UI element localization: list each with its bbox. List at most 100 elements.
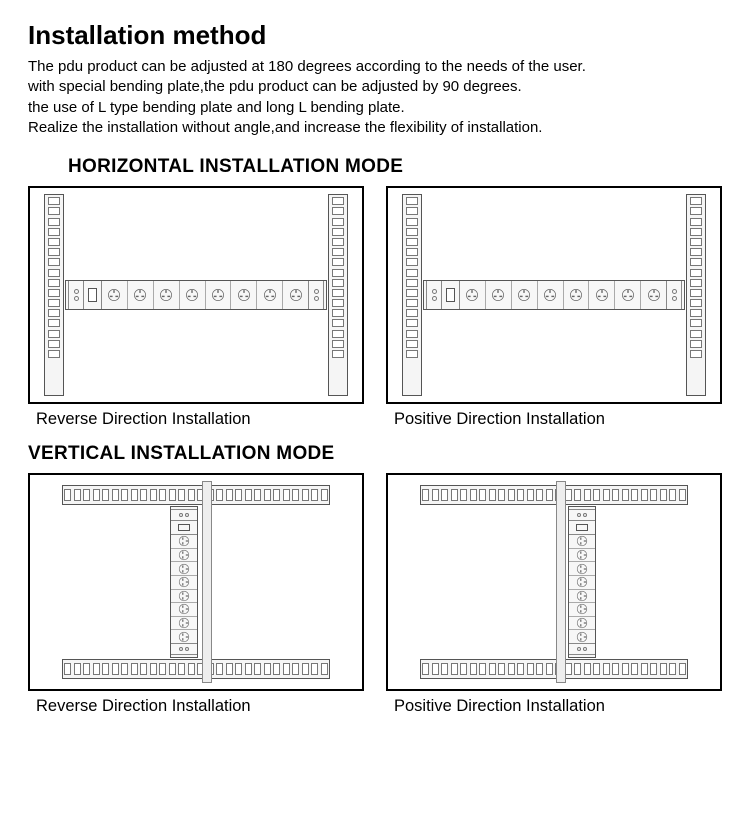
rail-slot bbox=[498, 663, 505, 675]
rail-slot bbox=[422, 663, 429, 675]
rail-slot bbox=[406, 269, 418, 277]
rail-slot bbox=[102, 489, 109, 501]
rail-slot bbox=[406, 309, 418, 317]
pdu-outlet bbox=[171, 535, 197, 549]
rail-slot bbox=[332, 207, 344, 215]
rail-slot bbox=[406, 258, 418, 266]
outlet-icon bbox=[621, 286, 635, 304]
outlet-icon bbox=[574, 576, 590, 588]
rail-slot bbox=[622, 663, 629, 675]
rail-slot bbox=[83, 489, 90, 501]
rail-slot bbox=[406, 279, 418, 287]
pdu-outlet bbox=[569, 576, 595, 590]
rail-slot bbox=[131, 489, 138, 501]
rail-slot bbox=[536, 663, 543, 675]
rail-slot bbox=[690, 228, 702, 236]
pdu-strip bbox=[423, 280, 685, 310]
pdu-outlet bbox=[569, 630, 595, 643]
pdu-outlets bbox=[102, 281, 308, 309]
rail-slot bbox=[584, 489, 591, 501]
pdu-outlet bbox=[171, 590, 197, 604]
description-block: The pdu product can be adjusted at 180 d… bbox=[28, 57, 722, 138]
pdu-outlet bbox=[171, 576, 197, 590]
rail-slot bbox=[332, 289, 344, 297]
rail-slot bbox=[650, 489, 657, 501]
outlet-icon bbox=[574, 563, 590, 575]
outlet-icon bbox=[574, 603, 590, 615]
panel-caption: Reverse Direction Installation bbox=[28, 697, 364, 716]
rail-slot bbox=[311, 489, 318, 501]
pdu-endcap bbox=[171, 643, 197, 655]
horizontal-panel-positive: Positive Direction Installation bbox=[386, 186, 722, 429]
rail-slot bbox=[121, 489, 128, 501]
outlet-icon bbox=[574, 535, 590, 547]
rail-slot bbox=[150, 663, 157, 675]
rail-slot bbox=[254, 489, 261, 501]
rail-slot bbox=[48, 309, 60, 317]
rail-slot bbox=[48, 258, 60, 266]
vertical-diagram bbox=[28, 473, 364, 691]
rail-slot bbox=[48, 248, 60, 256]
pdu-endcap bbox=[666, 281, 682, 309]
rail-slot bbox=[48, 319, 60, 327]
rack-rail bbox=[420, 659, 688, 679]
outlet-icon bbox=[176, 617, 192, 629]
desc-line: with special bending plate,the pdu produ… bbox=[28, 78, 522, 95]
rail-slot bbox=[584, 663, 591, 675]
rail-slot bbox=[422, 489, 429, 501]
rail-slot bbox=[690, 269, 702, 277]
rail-slot bbox=[74, 663, 81, 675]
rail-slot bbox=[690, 197, 702, 205]
rail-slot bbox=[48, 238, 60, 246]
vertical-heading: VERTICAL INSTALLATION MODE bbox=[28, 443, 722, 465]
rack-rail bbox=[686, 194, 706, 396]
panel-caption: Positive Direction Installation bbox=[386, 697, 722, 716]
outlet-icon bbox=[176, 631, 192, 643]
rail-slot bbox=[64, 489, 71, 501]
rail-slot bbox=[690, 330, 702, 338]
rail-slot bbox=[321, 663, 328, 675]
pdu-endcap bbox=[569, 509, 595, 521]
rail-slot bbox=[527, 489, 534, 501]
rail-slot bbox=[574, 663, 581, 675]
pdu-endcap bbox=[308, 281, 324, 309]
rack-rail bbox=[402, 194, 422, 396]
pdu-outlet bbox=[512, 281, 538, 309]
rail-slot bbox=[216, 663, 223, 675]
outlet-icon bbox=[211, 286, 225, 304]
rail-slot bbox=[226, 663, 233, 675]
outlet-icon bbox=[574, 590, 590, 602]
rail-slot bbox=[112, 663, 119, 675]
rail-slot bbox=[406, 228, 418, 236]
pdu-outlet bbox=[283, 281, 308, 309]
pdu-outlet bbox=[538, 281, 564, 309]
rail-slot bbox=[406, 350, 418, 358]
rail-slot bbox=[302, 663, 309, 675]
horizontal-diagram bbox=[28, 186, 364, 404]
rail-slot bbox=[292, 489, 299, 501]
rail-slot bbox=[332, 330, 344, 338]
rail-slot bbox=[332, 258, 344, 266]
rail-slot bbox=[406, 289, 418, 297]
page-title: Installation method bbox=[28, 20, 722, 51]
rail-slot bbox=[48, 218, 60, 226]
rail-slot bbox=[406, 299, 418, 307]
rail-slot bbox=[332, 340, 344, 348]
outlet-icon bbox=[176, 535, 192, 547]
rail-slot bbox=[332, 350, 344, 358]
outlet-icon bbox=[107, 286, 121, 304]
rail-slot bbox=[441, 489, 448, 501]
pdu-outlet bbox=[460, 281, 486, 309]
rack-rail bbox=[62, 659, 330, 679]
rail-slot bbox=[48, 340, 60, 348]
rail-slot bbox=[332, 218, 344, 226]
rail-slot bbox=[406, 248, 418, 256]
pdu-outlet bbox=[569, 603, 595, 617]
pdu-outlet bbox=[569, 590, 595, 604]
rail-slot bbox=[48, 228, 60, 236]
pdu-endcap bbox=[68, 281, 84, 309]
rail-slot bbox=[302, 489, 309, 501]
rail-slot bbox=[690, 258, 702, 266]
rail-slot bbox=[332, 238, 344, 246]
rail-slot bbox=[283, 489, 290, 501]
